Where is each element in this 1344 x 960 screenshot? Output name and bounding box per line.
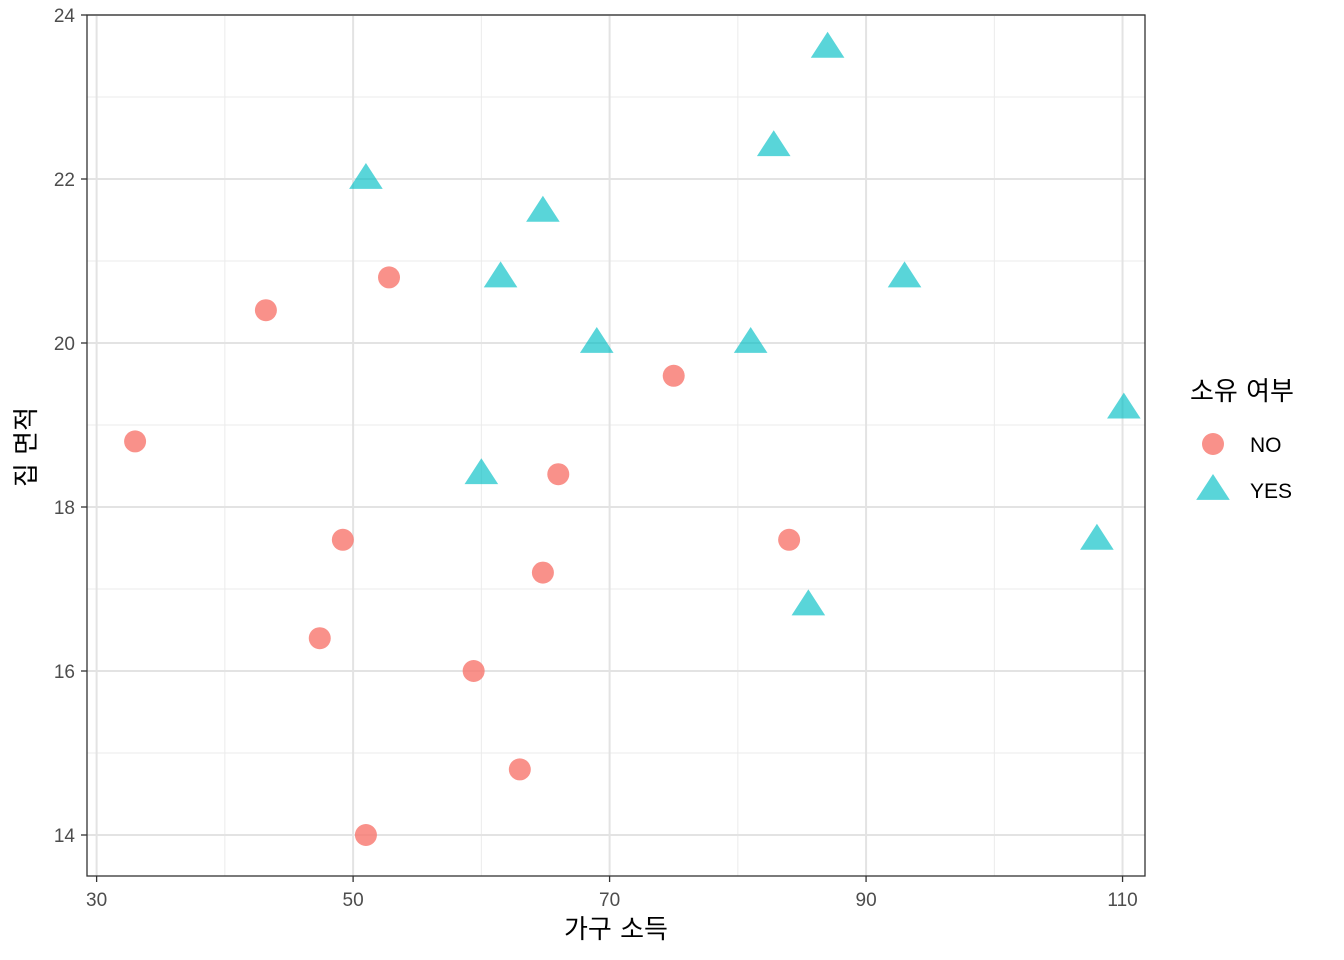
data-point-no bbox=[354, 824, 377, 846]
x-tick-label: 70 bbox=[599, 890, 620, 911]
x-tick-labels: 30 50 70 90 110 bbox=[86, 890, 1138, 911]
y-tick-label: 14 bbox=[54, 826, 76, 847]
y-tick-label: 20 bbox=[54, 334, 75, 355]
legend-key-yes bbox=[1196, 474, 1230, 500]
data-point-yes bbox=[349, 163, 383, 189]
data-point-yes bbox=[1107, 392, 1141, 419]
data-point-yes bbox=[733, 327, 768, 353]
data-point-yes bbox=[483, 261, 518, 288]
legend-items: NO YES bbox=[1196, 433, 1292, 503]
data-point-no bbox=[508, 758, 531, 781]
minor-gridlines bbox=[87, 15, 1145, 876]
data-point-no bbox=[378, 266, 401, 289]
x-tick-label: 90 bbox=[856, 890, 877, 911]
x-tick-label: 50 bbox=[343, 890, 364, 911]
data-point-no bbox=[124, 430, 147, 453]
data-point-yes bbox=[791, 589, 826, 616]
data-point-no bbox=[662, 364, 685, 387]
data-point-yes bbox=[887, 261, 922, 288]
data-point-yes bbox=[464, 458, 499, 485]
y-tick-label: 22 bbox=[54, 170, 75, 191]
x-tick-label: 30 bbox=[86, 890, 107, 911]
data-point-yes bbox=[1080, 523, 1114, 550]
data-point-no bbox=[547, 463, 570, 486]
plot-panel-border bbox=[86, 14, 1146, 877]
data-points bbox=[124, 31, 1141, 846]
data-point-no bbox=[462, 660, 485, 682]
data-point-no bbox=[308, 627, 331, 650]
data-point-yes bbox=[579, 327, 614, 353]
y-tick-label: 16 bbox=[54, 662, 75, 683]
legend-key-no bbox=[1202, 433, 1224, 455]
major-gridlines bbox=[87, 14, 1145, 876]
data-point-yes bbox=[810, 31, 845, 58]
legend-title: 소유 여부 bbox=[1190, 377, 1294, 407]
x-axis-title: 가구 소득 bbox=[564, 915, 668, 945]
data-point-no bbox=[778, 528, 801, 551]
legend-label-no: NO bbox=[1250, 434, 1282, 457]
y-tick-labels: 14 16 18 20 22 24 bbox=[54, 6, 76, 847]
legend-label-yes: YES bbox=[1250, 480, 1292, 503]
data-point-no bbox=[254, 299, 277, 322]
legend: 소유 여부 NO YES bbox=[1190, 377, 1294, 503]
data-point-no bbox=[331, 528, 354, 551]
data-point-no bbox=[531, 561, 554, 584]
x-tick-label: 110 bbox=[1107, 890, 1137, 911]
axis-ticks bbox=[81, 14, 1124, 882]
data-point-yes bbox=[526, 195, 560, 222]
y-tick-label: 24 bbox=[54, 6, 76, 27]
y-axis-title: 집 면적 bbox=[12, 407, 42, 487]
y-tick-label: 18 bbox=[54, 498, 75, 519]
data-point-yes bbox=[756, 130, 791, 157]
